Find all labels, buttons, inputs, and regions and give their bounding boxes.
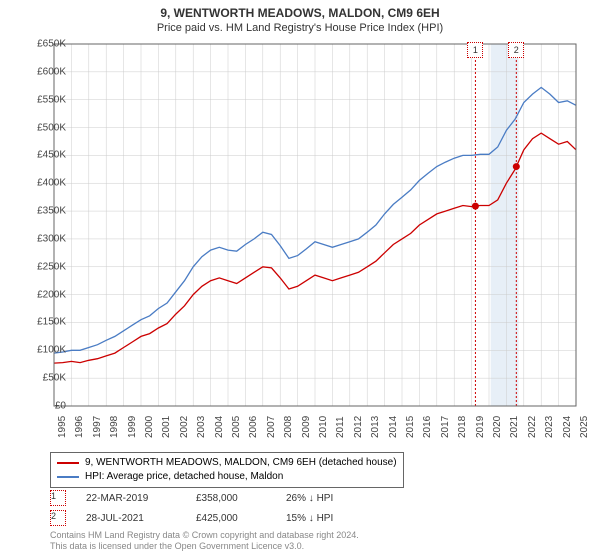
x-tick-label: 1995 — [57, 416, 68, 438]
chart-plot-area — [50, 40, 580, 410]
legend-row: 9, WENTWORTH MEADOWS, MALDON, CM9 6EH (d… — [57, 456, 397, 470]
x-tick-label: 2006 — [248, 416, 259, 438]
x-tick-label: 2019 — [475, 416, 486, 438]
footnote-line: Contains HM Land Registry data © Crown c… — [50, 530, 359, 541]
x-tick-label: 2015 — [405, 416, 416, 438]
legend-label: 9, WENTWORTH MEADOWS, MALDON, CM9 6EH (d… — [85, 456, 397, 470]
chart-container: 9, WENTWORTH MEADOWS, MALDON, CM9 6EH Pr… — [0, 0, 600, 560]
sale-marker-icon: 2 — [50, 510, 66, 526]
sale-diff: 26% ↓ HPI — [286, 493, 366, 504]
sales-row: 2 28-JUL-2021 £425,000 15% ↓ HPI — [50, 510, 366, 526]
x-tick-label: 2022 — [527, 416, 538, 438]
y-tick-label: £0 — [55, 401, 66, 412]
y-tick-label: £600K — [37, 66, 66, 77]
y-tick-label: £400K — [37, 178, 66, 189]
legend-swatch-icon — [57, 476, 79, 478]
y-tick-label: £150K — [37, 317, 66, 328]
x-tick-label: 1998 — [109, 416, 120, 438]
y-tick-label: £650K — [37, 39, 66, 50]
x-tick-label: 2003 — [196, 416, 207, 438]
x-tick-label: 2012 — [353, 416, 364, 438]
chart-title: 9, WENTWORTH MEADOWS, MALDON, CM9 6EH — [0, 0, 600, 20]
y-tick-label: £300K — [37, 233, 66, 244]
x-tick-label: 2020 — [492, 416, 503, 438]
x-tick-label: 2007 — [266, 416, 277, 438]
y-tick-label: £100K — [37, 345, 66, 356]
sale-marker-icon: 1 — [50, 490, 66, 506]
x-tick-label: 2018 — [457, 416, 468, 438]
x-tick-label: 2011 — [335, 416, 346, 438]
x-tick-label: 2025 — [579, 416, 590, 438]
y-tick-label: £450K — [37, 150, 66, 161]
x-tick-label: 2000 — [144, 416, 155, 438]
x-tick-label: 2005 — [231, 416, 242, 438]
x-tick-label: 1999 — [127, 416, 138, 438]
sale-date: 28-JUL-2021 — [86, 513, 176, 524]
legend-swatch-icon — [57, 462, 79, 464]
x-tick-label: 2023 — [544, 416, 555, 438]
x-tick-label: 1996 — [74, 416, 85, 438]
sales-table: 1 22-MAR-2019 £358,000 26% ↓ HPI 2 28-JU… — [50, 490, 366, 530]
sales-row: 1 22-MAR-2019 £358,000 26% ↓ HPI — [50, 490, 366, 506]
x-tick-label: 2021 — [509, 416, 520, 438]
legend-row: HPI: Average price, detached house, Mald… — [57, 470, 397, 484]
legend-label: HPI: Average price, detached house, Mald… — [85, 470, 283, 484]
x-tick-label: 1997 — [92, 416, 103, 438]
x-tick-label: 2016 — [422, 416, 433, 438]
chart-marker-icon: 2 — [508, 42, 524, 58]
footnote-line: This data is licensed under the Open Gov… — [50, 541, 359, 552]
y-tick-label: £550K — [37, 94, 66, 105]
chart-svg — [50, 40, 580, 410]
y-tick-label: £250K — [37, 261, 66, 272]
footnote: Contains HM Land Registry data © Crown c… — [50, 530, 359, 552]
sale-date: 22-MAR-2019 — [86, 493, 176, 504]
legend-box: 9, WENTWORTH MEADOWS, MALDON, CM9 6EH (d… — [50, 452, 404, 488]
x-tick-label: 2010 — [318, 416, 329, 438]
chart-marker-icon: 1 — [467, 42, 483, 58]
sale-diff: 15% ↓ HPI — [286, 513, 366, 524]
x-tick-label: 2002 — [179, 416, 190, 438]
sale-price: £425,000 — [196, 513, 266, 524]
x-tick-label: 2013 — [370, 416, 381, 438]
x-tick-label: 2024 — [562, 416, 573, 438]
x-tick-label: 2008 — [283, 416, 294, 438]
x-tick-label: 2009 — [301, 416, 312, 438]
chart-subtitle: Price paid vs. HM Land Registry's House … — [0, 20, 600, 38]
x-tick-label: 2017 — [440, 416, 451, 438]
x-tick-label: 2004 — [214, 416, 225, 438]
y-tick-label: £500K — [37, 122, 66, 133]
x-tick-label: 2001 — [161, 416, 172, 438]
y-tick-label: £50K — [43, 373, 66, 384]
x-tick-label: 2014 — [388, 416, 399, 438]
y-tick-label: £350K — [37, 206, 66, 217]
y-tick-label: £200K — [37, 289, 66, 300]
sale-price: £358,000 — [196, 493, 266, 504]
